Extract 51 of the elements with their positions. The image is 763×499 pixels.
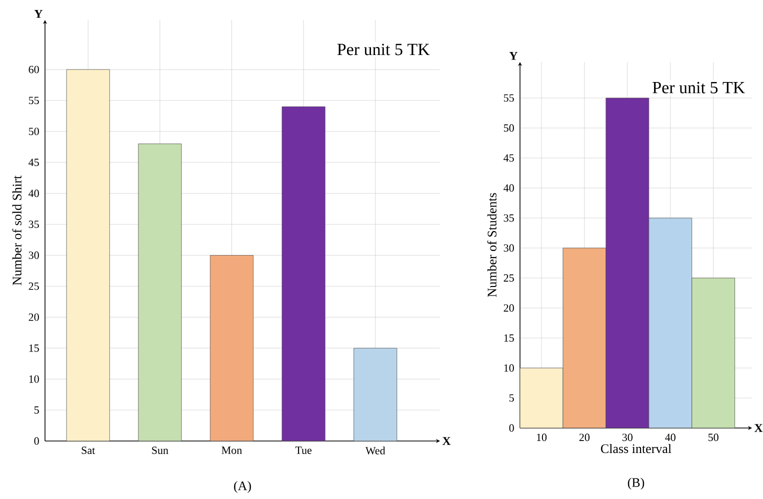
x-tick-label: Sun [152, 446, 168, 454]
x-tick-label: 50 [708, 434, 718, 442]
x-tick-label: Tue [295, 446, 312, 454]
x-tick-label: Sat [82, 446, 96, 454]
y-tick-label: 20 [504, 304, 514, 312]
x-axis-title: Class interval [600, 444, 672, 454]
y-tick-label: 15 [29, 344, 39, 352]
x-tick-label: 10 [536, 434, 547, 442]
y-tick-label: 0 [509, 424, 514, 432]
y-tick-label: 60 [28, 66, 39, 74]
bar [210, 255, 254, 442]
y-tick-label: 55 [504, 94, 514, 102]
annotation: Per unit 5 TK [337, 44, 430, 56]
y-tick-label: 55 [28, 96, 39, 104]
y-tick-label: 35 [504, 214, 514, 222]
y-tick-label: 5 [34, 406, 39, 414]
y-tick-label: 35 [28, 220, 39, 228]
text: X [442, 437, 451, 445]
y-tick-label: 30 [504, 244, 514, 252]
y-axis-title: Number of sold Shirt [12, 176, 22, 286]
y-tick-label: 0 [34, 437, 39, 445]
y-tick-label: 45 [504, 154, 514, 162]
text: (A) [234, 481, 251, 493]
bar [66, 69, 110, 442]
text: X [754, 424, 763, 432]
y-tick-label: 15 [504, 334, 514, 342]
x-tick-label: 40 [665, 434, 676, 442]
y-tick-label: 10 [29, 375, 39, 383]
text: Y [34, 10, 43, 18]
y-tick-label: 45 [28, 158, 39, 166]
x-tick-label: 20 [579, 434, 590, 442]
y-tick-label: 5 [509, 394, 514, 402]
x-tick-label: Wed [365, 446, 386, 454]
bar [138, 144, 182, 442]
y-tick-label: 25 [28, 282, 39, 290]
y-axis-title: Number of Students [487, 193, 496, 297]
bar [354, 348, 398, 442]
x-tick-label: Mon [222, 446, 242, 454]
text: (B) [628, 478, 644, 490]
y-tick-label: 10 [504, 364, 514, 372]
y-tick-label: 50 [504, 124, 514, 132]
y-tick-label: 25 [504, 274, 514, 282]
y-tick-label: 20 [28, 313, 39, 321]
y-tick-label: 30 [28, 252, 39, 259]
y-tick-label: 50 [28, 128, 39, 136]
bar [282, 106, 326, 442]
annotation: Per unit 5 TK [652, 82, 745, 94]
y-tick-label: 40 [504, 184, 514, 192]
x-tick-label: 30 [622, 434, 632, 442]
text: Y [509, 52, 518, 60]
y-tick-label: 40 [28, 190, 39, 198]
